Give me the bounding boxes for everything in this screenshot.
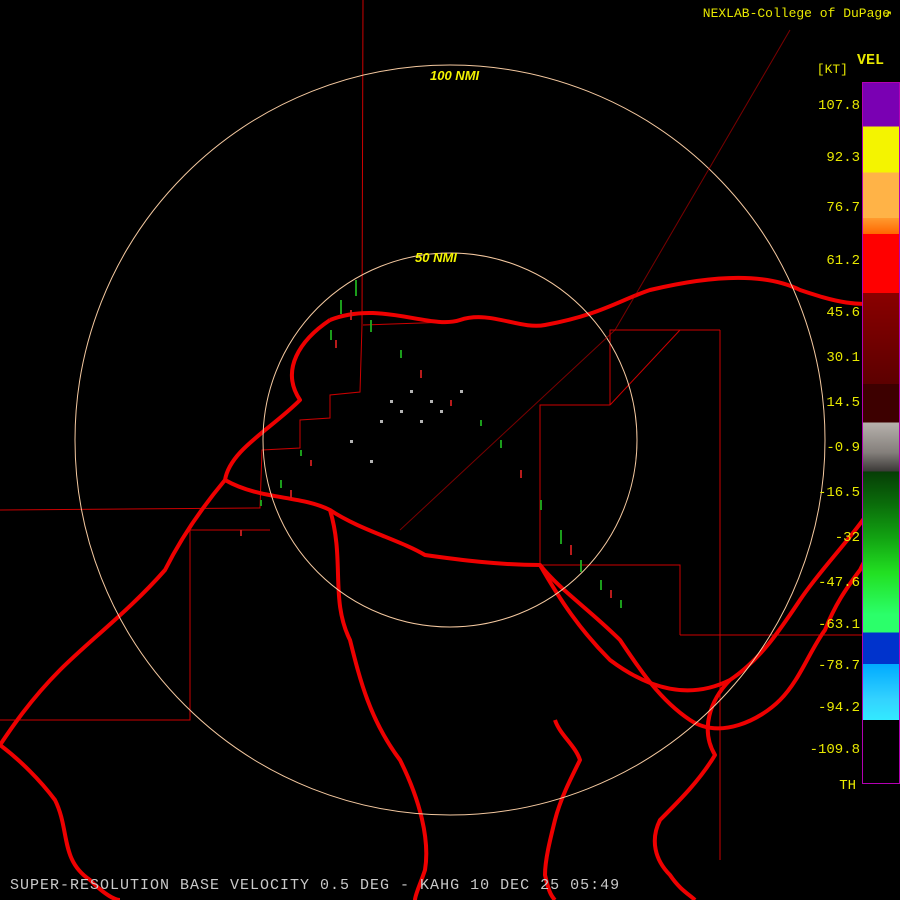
tick-label-5: 30.1 — [800, 350, 860, 366]
ring-label-100nmi: 100 NMI — [430, 68, 480, 83]
tick-label-8: -16.5 — [800, 485, 860, 501]
tick-label-4: 45.6 — [800, 305, 860, 321]
radar-background — [0, 0, 900, 900]
footer-caption: SUPER-RESOLUTION BASE VELOCITY 0.5 DEG -… — [10, 877, 620, 894]
velocity-colorbar[interactable] — [862, 82, 900, 784]
tick-label-9: -32 — [800, 530, 860, 546]
radar-rotate-icon: ↗ — [884, 6, 892, 21]
tick-label-14: -109.8 — [800, 742, 860, 758]
tick-label-6: 14.5 — [800, 395, 860, 411]
kt-unit-label: [KT] — [817, 62, 848, 77]
tick-label-2: 76.7 — [800, 200, 860, 216]
tick-label-7: -0.9 — [800, 440, 860, 456]
tick-label-10: -47.6 — [800, 575, 860, 591]
tick-label-3: 61.2 — [800, 253, 860, 269]
tick-label-11: -63.1 — [800, 617, 860, 633]
tick-label-1: 92.3 — [800, 150, 860, 166]
vel-label: VEL — [857, 52, 884, 69]
radar-canvas: 100 NMI 50 NMI — [0, 0, 900, 900]
tick-label-12: -78.7 — [800, 658, 860, 674]
ring-label-50nmi: 50 NMI — [415, 250, 457, 265]
tick-label-13: -94.2 — [800, 700, 860, 716]
radar-display: 100 NMI 50 NMI NEXLAB-College of DuPage … — [0, 0, 900, 900]
station-title: NEXLAB-College of DuPage — [703, 6, 890, 21]
th-label: TH — [839, 778, 856, 794]
tick-label-0: 107.8 — [800, 98, 860, 114]
